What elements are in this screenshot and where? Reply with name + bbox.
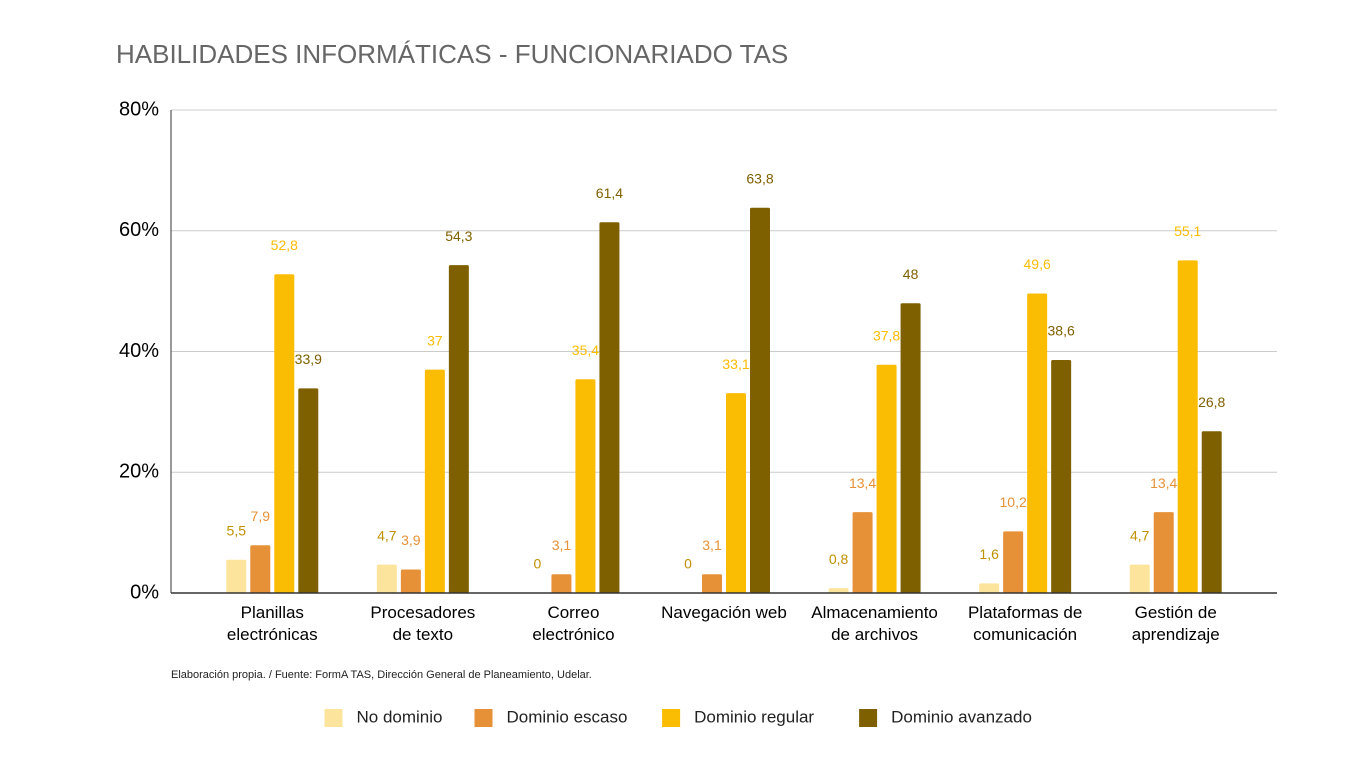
value-label: 0,8 xyxy=(829,551,849,567)
value-label: 37,8 xyxy=(873,327,900,343)
y-tick-label: 40% xyxy=(119,340,159,362)
value-label: 38,6 xyxy=(1048,323,1075,339)
value-label: 10,2 xyxy=(1000,494,1027,510)
bar xyxy=(1051,359,1072,593)
value-label: 13,4 xyxy=(849,475,876,491)
x-tick-label: Navegación web xyxy=(661,603,787,622)
value-label: 33,1 xyxy=(722,356,749,372)
value-label: 5,5 xyxy=(227,522,247,538)
legend-swatch xyxy=(324,709,343,727)
value-label: 52,8 xyxy=(271,237,298,253)
legend-label: Dominio regular xyxy=(694,707,814,726)
source-note: Elaboración propia. / Fuente: FormA TAS,… xyxy=(171,669,592,681)
y-tick-label: 60% xyxy=(119,219,159,241)
value-label: 7,9 xyxy=(251,508,271,524)
value-label: 48 xyxy=(903,266,919,282)
value-label: 4,7 xyxy=(1130,527,1150,543)
bar xyxy=(876,364,897,593)
value-label: 63,8 xyxy=(746,171,773,187)
x-tick-label: Planillas electrónicas xyxy=(227,603,318,644)
value-label: 1,6 xyxy=(979,546,999,562)
value-label: 0 xyxy=(534,556,542,572)
value-label: 55,1 xyxy=(1174,223,1201,239)
bar xyxy=(1153,512,1174,593)
chart-title: HABILIDADES INFORMÁTICAS - FUNCIONARIADO… xyxy=(116,39,788,69)
bar xyxy=(828,588,849,593)
bar xyxy=(1003,531,1024,593)
value-label: 54,3 xyxy=(445,228,472,244)
legend-swatch xyxy=(474,709,493,727)
legend-label: No dominio xyxy=(357,707,443,726)
legend-label: Dominio avanzado xyxy=(891,707,1032,726)
x-tick-label: Procesadores de texto xyxy=(370,603,475,644)
y-tick-label: 80% xyxy=(119,98,159,120)
bar xyxy=(551,574,572,593)
bar xyxy=(575,379,596,593)
bar xyxy=(424,369,445,593)
legend-label: Dominio escaso xyxy=(507,707,628,726)
bar xyxy=(852,512,873,593)
bar xyxy=(900,303,921,593)
x-tick-label: Gestión de aprendizaje xyxy=(1132,603,1220,644)
bar xyxy=(1177,260,1198,593)
value-label: 3,1 xyxy=(702,537,722,553)
bar xyxy=(400,569,421,593)
value-label: 37 xyxy=(427,332,443,348)
bar xyxy=(702,574,722,593)
bar xyxy=(226,559,247,593)
bar xyxy=(750,207,770,593)
value-label: 33,9 xyxy=(295,351,322,367)
value-label: 0 xyxy=(684,556,692,572)
bar xyxy=(1129,564,1150,593)
bar xyxy=(979,583,1000,593)
value-label: 49,6 xyxy=(1024,256,1051,272)
value-label: 35,4 xyxy=(572,342,599,358)
value-label: 13,4 xyxy=(1150,475,1177,491)
bar xyxy=(1027,293,1048,593)
bar xyxy=(599,222,620,594)
bar xyxy=(448,265,469,593)
bar xyxy=(1201,431,1222,593)
x-tick-label: Almacenamiento de archivos xyxy=(811,603,938,644)
bar xyxy=(274,274,295,593)
x-tick-label: Plataformas de comunicación xyxy=(968,603,1082,644)
bar xyxy=(298,388,319,593)
bar xyxy=(376,564,397,593)
value-label: 61,4 xyxy=(596,185,623,201)
value-label: 4,7 xyxy=(377,527,397,543)
value-label: 26,8 xyxy=(1198,394,1225,410)
y-tick-label: 20% xyxy=(119,461,159,483)
bar xyxy=(250,545,271,593)
value-label: 3,9 xyxy=(401,532,421,548)
legend-swatch xyxy=(662,709,681,727)
bar xyxy=(726,393,746,593)
value-label: 3,1 xyxy=(552,537,572,553)
legend-swatch xyxy=(859,709,878,727)
y-tick-label: 0% xyxy=(130,581,159,603)
x-tick-label: Correo electrónico xyxy=(532,603,614,644)
